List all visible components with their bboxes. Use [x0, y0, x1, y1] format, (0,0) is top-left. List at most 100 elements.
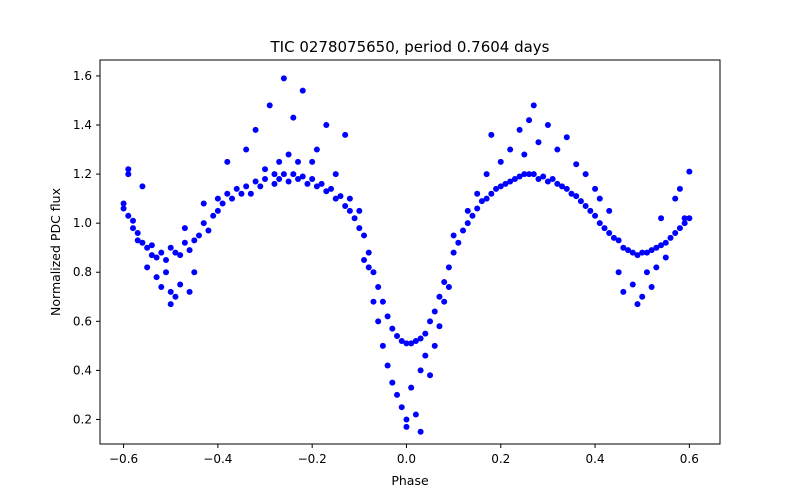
data-point	[507, 146, 514, 153]
data-point	[280, 75, 287, 82]
data-point	[563, 185, 570, 192]
data-point	[615, 237, 622, 244]
data-point	[662, 239, 669, 246]
data-point	[582, 202, 589, 209]
data-point	[153, 254, 160, 261]
data-point	[478, 198, 485, 205]
x-axis-title: Phase	[391, 473, 429, 488]
data-point	[469, 212, 476, 219]
data-point	[153, 274, 160, 281]
data-point	[323, 188, 330, 195]
data-point	[516, 173, 523, 180]
data-point	[285, 178, 292, 185]
data-point	[304, 180, 311, 187]
data-point	[653, 244, 660, 251]
y-tick-label: 0.8	[73, 265, 92, 279]
data-point	[379, 342, 386, 349]
data-point	[681, 215, 688, 222]
data-point	[186, 288, 193, 295]
x-tick-label: −0.2	[298, 452, 327, 466]
data-point	[163, 269, 170, 276]
data-point	[158, 249, 165, 256]
data-point	[295, 158, 302, 165]
data-point	[464, 207, 471, 214]
data-point	[177, 281, 184, 288]
data-point	[648, 283, 655, 290]
data-point	[200, 220, 207, 227]
data-point	[130, 217, 136, 224]
data-point	[436, 293, 443, 300]
data-point	[422, 352, 429, 359]
x-tick-label: −0.4	[203, 452, 232, 466]
data-point	[361, 232, 368, 239]
data-point	[403, 423, 410, 430]
data-point	[266, 102, 273, 109]
data-point	[346, 195, 353, 202]
data-point	[455, 239, 462, 246]
data-point	[346, 207, 353, 214]
data-point	[620, 288, 627, 295]
data-point	[243, 146, 250, 153]
data-point	[643, 249, 650, 256]
data-point	[148, 252, 155, 259]
data-point	[328, 185, 335, 192]
data-point	[125, 166, 132, 173]
data-point	[370, 298, 377, 305]
data-point	[167, 288, 174, 295]
data-point	[224, 190, 231, 197]
data-point	[233, 185, 240, 192]
data-point	[394, 391, 401, 398]
data-point	[474, 205, 481, 212]
data-point	[148, 242, 155, 249]
data-point	[445, 283, 452, 290]
y-axis: 0.2 0.4 0.6 0.8 1.0 1.2 1.4 1.6	[73, 69, 100, 426]
data-point	[610, 234, 617, 241]
data-point	[130, 225, 136, 232]
data-point	[516, 126, 523, 133]
data-point	[441, 279, 448, 286]
data-point	[224, 158, 231, 165]
data-point	[549, 176, 556, 182]
data-point	[554, 180, 561, 187]
data-point	[676, 225, 683, 232]
data-point	[375, 283, 382, 290]
data-point	[276, 158, 283, 165]
data-point	[144, 244, 151, 251]
data-point	[417, 428, 424, 435]
data-point	[596, 195, 603, 202]
data-point	[526, 117, 533, 124]
data-point	[582, 171, 589, 178]
data-point	[643, 269, 650, 276]
data-point	[658, 242, 665, 249]
data-point	[177, 252, 184, 259]
y-tick-label: 1.0	[73, 216, 92, 230]
data-point	[658, 215, 665, 222]
data-point	[544, 122, 551, 129]
chart-title: TIC 0278075650, period 0.7604 days	[269, 38, 549, 56]
data-point	[318, 180, 325, 187]
data-point	[667, 234, 674, 241]
data-point	[521, 171, 528, 178]
data-point	[125, 171, 132, 178]
data-point	[431, 342, 438, 349]
y-axis-title: Normalized PDC flux	[48, 188, 63, 316]
data-point	[257, 183, 264, 190]
data-point	[497, 158, 504, 165]
plot-background	[100, 60, 720, 444]
x-tick-label: −0.6	[109, 452, 138, 466]
data-point	[299, 173, 306, 180]
data-point	[290, 114, 297, 121]
data-point	[507, 178, 514, 185]
data-point	[596, 220, 603, 227]
data-point	[530, 102, 537, 109]
data-point	[365, 264, 372, 271]
data-point	[540, 173, 547, 180]
data-point	[573, 161, 580, 168]
data-point	[394, 333, 401, 340]
data-point	[606, 229, 613, 236]
y-tick-label: 0.4	[73, 363, 92, 377]
data-point	[639, 249, 646, 256]
data-point	[441, 298, 448, 305]
data-point	[521, 151, 528, 158]
